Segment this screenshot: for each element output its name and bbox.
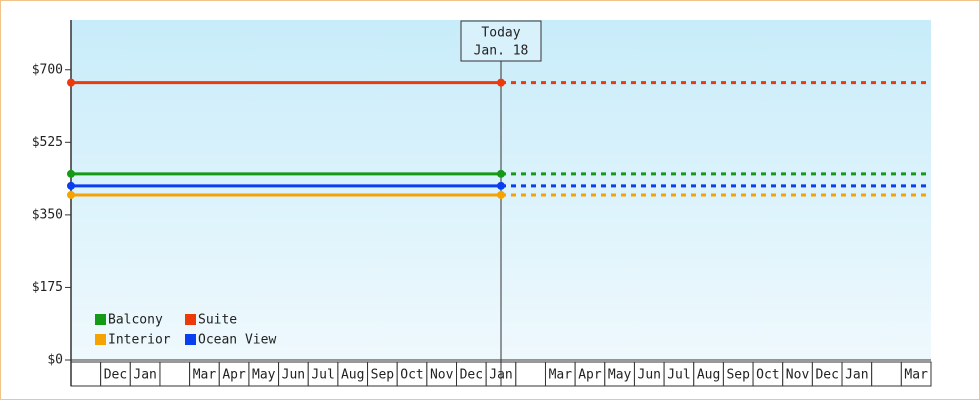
x-tick-label: May bbox=[252, 368, 276, 383]
x-cell bbox=[159, 361, 191, 387]
y-tick-label: $525 bbox=[32, 135, 63, 150]
x-cell bbox=[782, 361, 813, 387]
x-tick-label: Sep bbox=[371, 368, 395, 383]
x-cell bbox=[100, 361, 131, 387]
x-tick-label: Dec bbox=[815, 368, 838, 383]
x-cell bbox=[871, 361, 902, 387]
x-tick-label: Aug bbox=[341, 368, 364, 383]
x-cell bbox=[129, 361, 161, 387]
x-tick-label: Oct bbox=[400, 368, 423, 383]
x-cell bbox=[70, 361, 102, 387]
price-point bbox=[67, 169, 75, 178]
today-title: Today bbox=[481, 26, 520, 41]
legend-swatch bbox=[95, 334, 106, 345]
x-tick-label: Nov bbox=[786, 368, 810, 383]
today-date: Jan. 18 bbox=[474, 44, 529, 59]
price-point bbox=[497, 169, 505, 178]
price-point bbox=[67, 78, 75, 87]
x-cell bbox=[663, 361, 695, 387]
y-tick-label: $175 bbox=[32, 280, 63, 295]
legend-swatch bbox=[185, 334, 196, 345]
x-tick-label: Dec bbox=[460, 368, 483, 383]
x-cell bbox=[633, 361, 665, 387]
x-cell bbox=[752, 361, 784, 387]
x-cell bbox=[841, 361, 873, 387]
x-tick-label: May bbox=[608, 368, 632, 383]
x-cell bbox=[900, 361, 932, 387]
x-cell bbox=[544, 361, 576, 387]
x-cell bbox=[693, 361, 724, 387]
x-tick-label: Mar bbox=[193, 368, 217, 383]
x-cell bbox=[337, 361, 369, 387]
x-tick-label: Mar bbox=[549, 368, 573, 383]
legend-swatch bbox=[95, 314, 106, 325]
x-tick-label: Dec bbox=[104, 368, 127, 383]
price-point bbox=[497, 190, 505, 199]
x-cell bbox=[456, 361, 487, 387]
x-tick-label: Apr bbox=[222, 368, 246, 383]
x-tick-label: Jul bbox=[311, 368, 334, 383]
today-box bbox=[460, 20, 542, 62]
price-point bbox=[67, 181, 75, 190]
legend-label: Suite bbox=[198, 313, 237, 328]
legend-label: Ocean View bbox=[198, 333, 276, 348]
legend-label: Interior bbox=[108, 333, 171, 348]
x-cell bbox=[426, 361, 458, 387]
legend-swatch bbox=[185, 314, 196, 325]
x-tick-label: Jun bbox=[282, 368, 305, 383]
y-tick-label: $0 bbox=[47, 353, 63, 368]
price-point bbox=[497, 181, 505, 190]
x-tick-label: Oct bbox=[756, 368, 779, 383]
price-point bbox=[497, 78, 505, 87]
price-point bbox=[67, 190, 75, 199]
x-tick-label: Aug bbox=[697, 368, 720, 383]
x-tick-label: Apr bbox=[578, 368, 602, 383]
x-cell bbox=[604, 361, 635, 387]
x-tick-label: Mar bbox=[904, 368, 928, 383]
x-tick-label: Jul bbox=[667, 368, 690, 383]
x-cell bbox=[574, 361, 606, 387]
x-tick-label: Jun bbox=[638, 368, 661, 383]
x-cell bbox=[515, 361, 546, 387]
x-cell bbox=[278, 361, 309, 387]
x-cell bbox=[367, 361, 398, 387]
x-tick-label: Jan bbox=[133, 368, 156, 383]
y-tick-label: $350 bbox=[32, 207, 63, 222]
y-tick-label: $700 bbox=[32, 62, 63, 77]
x-tick-label: Nov bbox=[430, 368, 454, 383]
x-tick-label: Jan bbox=[845, 368, 868, 383]
x-cell bbox=[307, 361, 339, 387]
legend-label: Balcony bbox=[108, 313, 163, 328]
x-tick-label: Sep bbox=[726, 368, 750, 383]
